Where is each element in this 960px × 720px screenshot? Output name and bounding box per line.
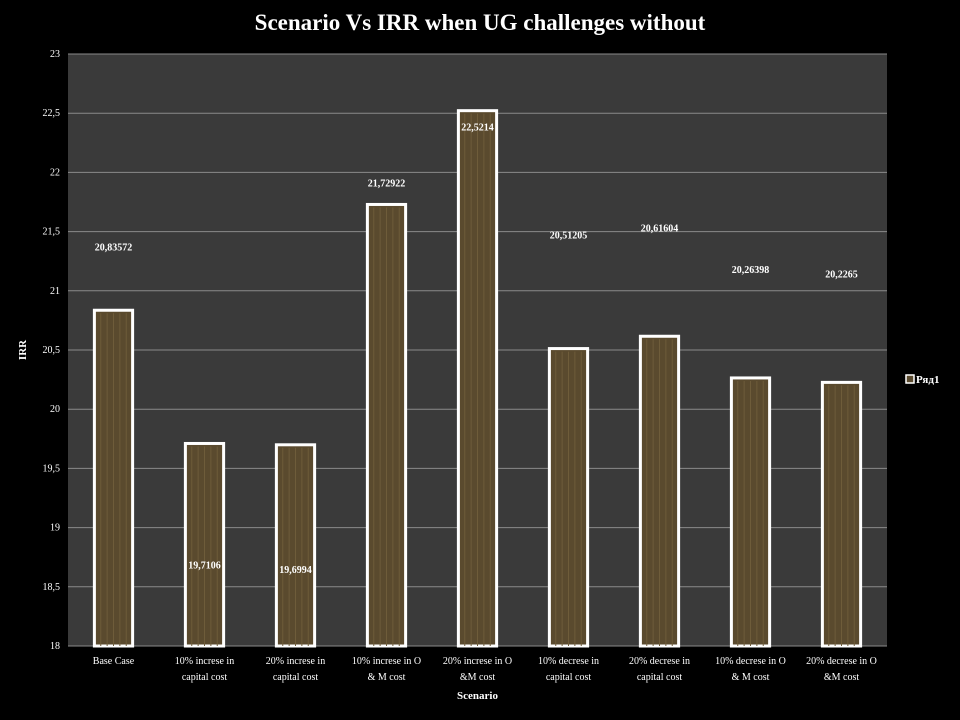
data-label: 22,5214 [461, 123, 494, 134]
y-tick-label: 19 [50, 523, 60, 534]
data-label: 20,2265 [825, 269, 858, 280]
data-labels: 20,83572 19,7106 19,6994 21,72922 22,5214 20,… [95, 123, 858, 576]
y-tick-label: 18 [50, 641, 60, 652]
y-tick-label: 21 [50, 286, 60, 297]
x-category-label: 10% decrese in [538, 656, 599, 667]
x-category-label: capital cost [546, 672, 591, 683]
y-tick-label: 20,5 [43, 345, 61, 356]
chart-title: Scenario Vs IRR when UG challenges witho… [255, 10, 706, 35]
x-category-label: 10% increse in [175, 656, 234, 667]
data-label: 20,61604 [641, 223, 679, 234]
data-label: 19,7106 [188, 560, 221, 571]
y-tick-label: 21,5 [43, 227, 61, 238]
x-category-label: & M cost [368, 672, 406, 683]
x-category-label: 20% decrese in O [806, 656, 877, 667]
x-category-label: capital cost [273, 672, 318, 683]
y-axis-ticks: 18 18,5 19 19,5 20 20,5 21 21,5 22 22,5 23 [43, 49, 61, 652]
x-category-label: 20% decrese in [629, 656, 690, 667]
x-axis-title: Scenario [457, 690, 498, 702]
x-axis-categories: Base Case 10% increse in capital cost 20% i… [93, 656, 877, 683]
data-label: 20,26398 [732, 265, 770, 276]
legend-swatch [905, 374, 915, 384]
y-tick-label: 20 [50, 404, 60, 415]
x-category-label: 20% increse in [266, 656, 325, 667]
x-category-label: 10% increse in O [352, 656, 421, 667]
x-category-label: Base Case [93, 656, 135, 667]
y-axis-title: IRR [17, 339, 29, 360]
legend-label-ryad1: Ряд1 [916, 374, 939, 386]
bars [92, 109, 863, 648]
x-category-label: &M cost [460, 672, 496, 683]
x-category-label: & M cost [732, 672, 770, 683]
x-category-label: 10% decrese in O [715, 656, 786, 667]
data-label: 21,72922 [368, 178, 406, 189]
data-label: 20,83572 [95, 242, 133, 253]
legend[interactable]: Ряд1 [905, 374, 939, 386]
y-tick-label: 19,5 [43, 463, 61, 474]
data-label: 19,6994 [279, 565, 312, 576]
x-category-label: capital cost [182, 672, 227, 683]
data-label: 20,51205 [550, 231, 588, 242]
y-tick-label: 22,5 [43, 108, 61, 119]
x-category-label: capital cost [637, 672, 682, 683]
x-category-label: &M cost [824, 672, 860, 683]
y-tick-label: 18,5 [43, 582, 61, 593]
y-tick-label: 22 [50, 167, 60, 178]
x-category-label: 20% increse in O [443, 656, 512, 667]
y-tick-label: 23 [50, 49, 60, 60]
